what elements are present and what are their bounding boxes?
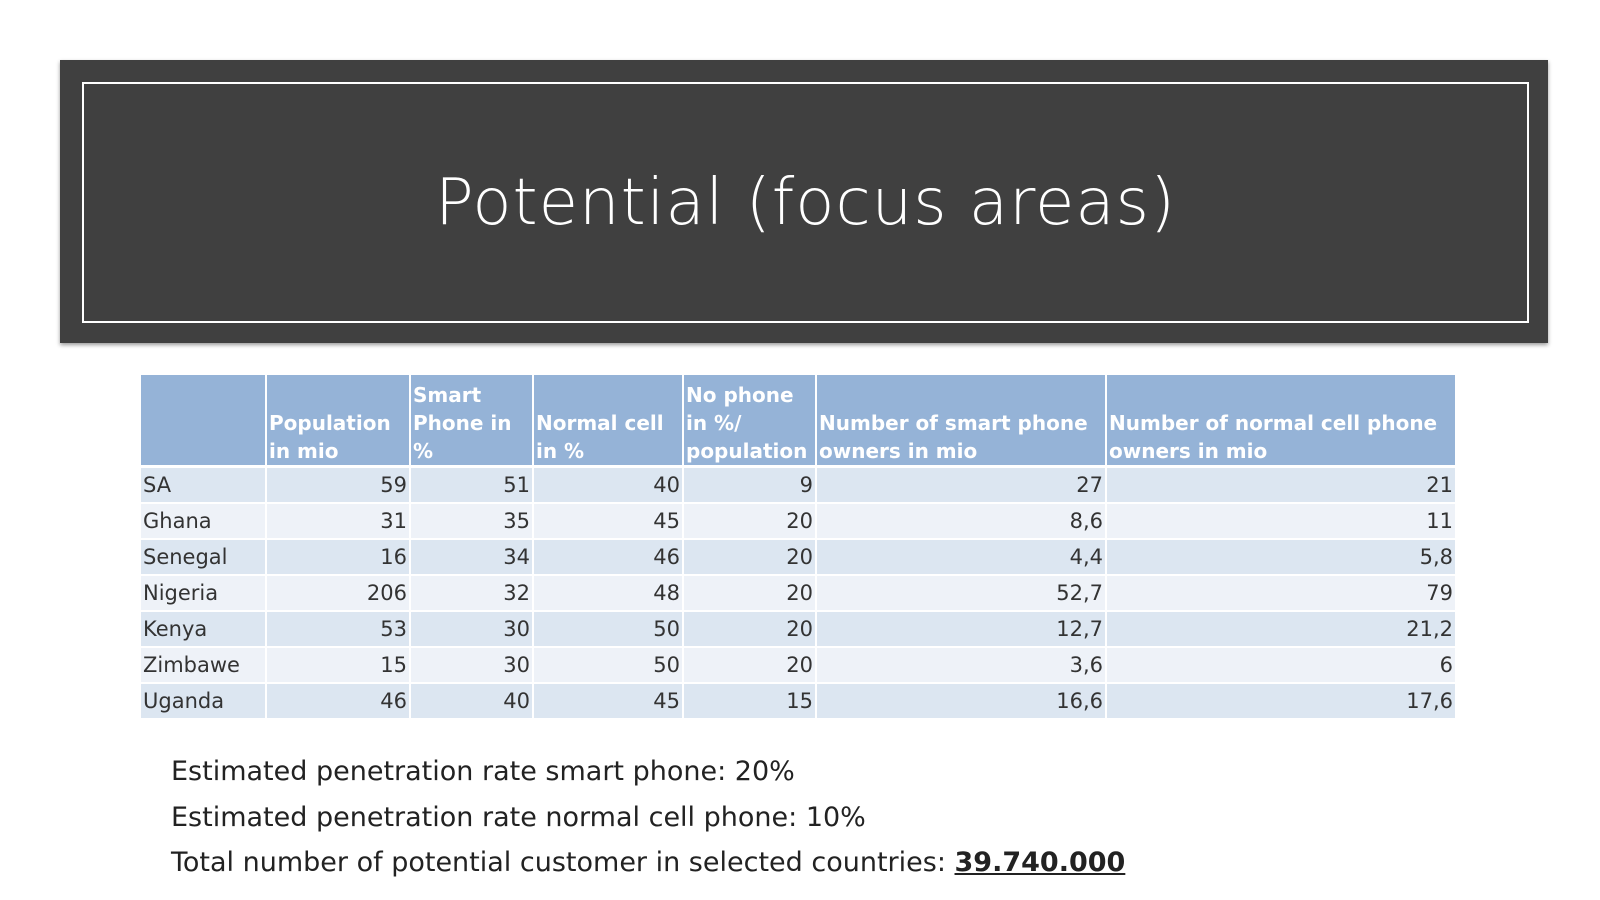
- value-cell: 35: [410, 503, 534, 540]
- value-cell: 17,6: [1106, 683, 1457, 720]
- value-cell: 48: [533, 575, 684, 612]
- country-cell: Uganda: [141, 683, 267, 720]
- value-cell: 53: [266, 611, 411, 648]
- value-cell: 6: [1106, 647, 1457, 684]
- header-cell: No phone in %/ population: [683, 375, 817, 468]
- table-row: Zimbawe 15 30 50 20 3,6 6: [141, 647, 1457, 684]
- value-cell: 30: [410, 611, 534, 648]
- value-cell: 20: [683, 575, 817, 612]
- country-cell: Nigeria: [141, 575, 267, 612]
- table-row: Nigeria 206 32 48 20 52,7 79: [141, 575, 1457, 612]
- table-row: SA 59 51 40 9 27 21: [141, 466, 1457, 504]
- value-cell: 30: [410, 647, 534, 684]
- header-cell: Number of smart phone owners in mio: [816, 375, 1107, 468]
- total-value: 39.740.000: [954, 847, 1126, 878]
- value-cell: 32: [410, 575, 534, 612]
- value-cell: 206: [266, 575, 411, 612]
- table-body: SA 59 51 40 9 27 21 Ghana 31 35 45 20 8,6 11 Senegal 16…: [141, 466, 1457, 720]
- value-cell: 46: [533, 539, 684, 576]
- value-cell: 50: [533, 647, 684, 684]
- value-cell: 3,6: [816, 647, 1107, 684]
- country-cell: Senegal: [141, 539, 267, 576]
- title-banner: Potential (focus areas): [60, 60, 1548, 343]
- country-cell: SA: [141, 466, 267, 504]
- value-cell: 46: [266, 683, 411, 720]
- value-cell: 20: [683, 611, 817, 648]
- country-cell: Ghana: [141, 503, 267, 540]
- value-cell: 9: [683, 466, 817, 504]
- note: Estimated penetration rate smart phone: …: [171, 756, 795, 787]
- header-cell: Number of normal cell phone owners in mi…: [1106, 375, 1457, 468]
- slide-title: Potential (focus areas): [435, 165, 1176, 240]
- value-cell: 45: [533, 683, 684, 720]
- title-frame: Potential (focus areas): [82, 82, 1529, 323]
- value-cell: 40: [533, 466, 684, 504]
- header-cell: Smart Phone in %: [410, 375, 534, 468]
- header-cell: Normal cell in %: [533, 375, 684, 468]
- header-row: Population in mio Smart Phone in % Normal …: [141, 375, 1457, 468]
- data-table: Population in mio Smart Phone in % Normal …: [141, 375, 1457, 720]
- value-cell: 5,8: [1106, 539, 1457, 576]
- value-cell: 45: [533, 503, 684, 540]
- value-cell: 59: [266, 466, 411, 504]
- table-row: Kenya 53 30 50 20 12,7 21,2: [141, 611, 1457, 648]
- note-text: Total number of potential customer in se…: [171, 847, 946, 878]
- country-cell: Zimbawe: [141, 647, 267, 684]
- value-cell: 20: [683, 539, 817, 576]
- header-cell: [141, 375, 267, 468]
- value-cell: 31: [266, 503, 411, 540]
- value-cell: 79: [1106, 575, 1457, 612]
- value-cell: 15: [266, 647, 411, 684]
- value-cell: 40: [410, 683, 534, 720]
- value-cell: 4,4: [816, 539, 1107, 576]
- value-cell: 20: [683, 647, 817, 684]
- value-cell: 20: [683, 503, 817, 540]
- value-cell: 50: [533, 611, 684, 648]
- table-row: Senegal 16 34 46 20 4,4 5,8: [141, 539, 1457, 576]
- value-cell: 15: [683, 683, 817, 720]
- value-cell: 12,7: [816, 611, 1107, 648]
- value-cell: 51: [410, 466, 534, 504]
- value-cell: 16: [266, 539, 411, 576]
- table-row: Ghana 31 35 45 20 8,6 11: [141, 503, 1457, 540]
- table-row: Uganda 46 40 45 15 16,6 17,6: [141, 683, 1457, 720]
- value-cell: 21,2: [1106, 611, 1457, 648]
- note: Total number of potential customer in se…: [171, 847, 1125, 878]
- value-cell: 16,6: [816, 683, 1107, 720]
- value-cell: 27: [816, 466, 1107, 504]
- value-cell: 34: [410, 539, 534, 576]
- header-cell: Population in mio: [266, 375, 411, 468]
- value-cell: 52,7: [816, 575, 1107, 612]
- note: Estimated penetration rate normal cell p…: [171, 802, 866, 833]
- country-cell: Kenya: [141, 611, 267, 648]
- value-cell: 11: [1106, 503, 1457, 540]
- value-cell: 21: [1106, 466, 1457, 504]
- value-cell: 8,6: [816, 503, 1107, 540]
